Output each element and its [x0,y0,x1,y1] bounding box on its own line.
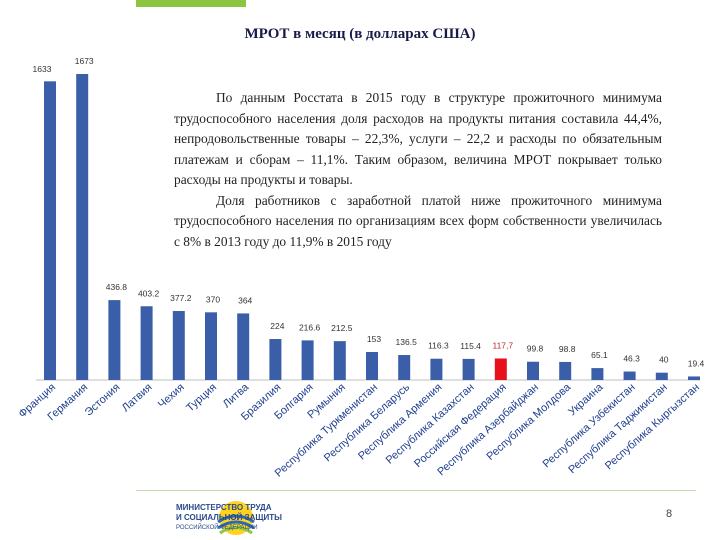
category-label-3: Латвия [120,381,155,414]
bar-7 [269,339,282,380]
info-text-block: По данным Росстата в 2015 году в структу… [174,88,662,252]
value-label-6: 364 [238,295,252,305]
value-label-0: 1633 [33,64,52,74]
value-label-4: 377.2 [170,293,192,303]
bar-2 [108,300,121,380]
chart-title: МРОТ в месяц (в долларах США) [244,26,476,42]
bar-3 [140,306,153,380]
top-accent-bar [136,0,246,7]
bar-9 [333,341,346,380]
logo-line-3: РОССИЙСКОЙ ФЕДЕРАЦИИ [176,525,258,531]
category-label-2: Эстония [83,381,123,418]
bar-chart: 1633Франция1673Германия436.8Эстония403.2… [16,56,705,480]
value-label-11: 136.5 [396,337,418,347]
value-label-5: 370 [206,294,220,304]
bar-13 [462,358,475,380]
value-label-3: 403.2 [138,288,160,298]
value-label-12: 116.3 [428,341,449,351]
value-label-14: 117,7 [492,340,513,350]
value-label-2: 436.8 [106,282,128,292]
value-label-18: 46.3 [623,354,640,364]
value-label-16: 98.8 [559,344,576,354]
value-label-15: 99.8 [527,344,544,354]
bar-8 [301,340,314,380]
value-label-1: 1673 [75,56,94,66]
category-label-5: Турция [184,381,219,414]
logo-line-2: И СОЦИАЛЬНОЙ ЗАЩИТЫ [176,513,282,522]
bar-18 [623,371,636,380]
category-label-4: Чехия [156,381,187,411]
logo-line-1: МИНИСТЕРСТВО ТРУДА [176,503,272,512]
bar-11 [398,355,411,380]
bar-10 [366,352,378,380]
bar-15 [527,361,539,380]
value-label-19: 40 [659,355,669,365]
ministry-logo-text: МИНИСТЕРСТВО ТРУДА И СОЦИАЛЬНОЙ ЗАЩИТЫ Р… [176,503,346,533]
bar-4 [172,311,185,380]
value-label-13: 115.4 [460,341,481,351]
bar-16 [559,361,572,380]
value-label-10: 153 [367,334,381,344]
page-number: 8 [666,508,673,520]
bar-1 [76,74,89,380]
ministry-logo-icon [217,501,255,535]
value-label-20: 19.4 [688,358,705,368]
value-label-7: 224 [270,321,284,331]
info-paragraph-2: Доля работников с заработной платой ниже… [174,192,662,249]
bar-0 [44,81,56,381]
value-label-9: 212.5 [331,323,353,333]
value-label-8: 216.6 [299,322,321,332]
bar-20 [688,376,700,380]
footer-divider [136,490,696,491]
value-label-17: 65.1 [591,350,608,360]
info-paragraph-1: По данным Росстата в 2015 году в структу… [174,90,662,187]
bar-6 [237,313,250,380]
bar-17 [591,368,604,380]
bar-14 [494,358,507,380]
bar-5 [205,312,217,380]
bar-19 [655,372,668,380]
bar-12 [430,358,443,380]
